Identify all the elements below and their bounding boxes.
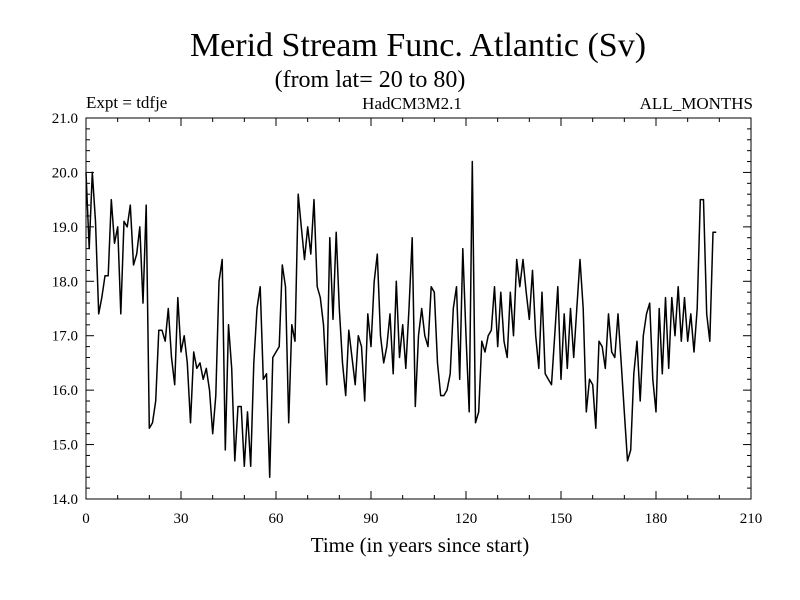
x-tick-label: 0 bbox=[82, 511, 90, 527]
plot-frame bbox=[85, 117, 752, 500]
x-tick-label: 120 bbox=[455, 511, 478, 527]
y-tick-label: 15.0 bbox=[52, 438, 78, 454]
y-tick-label: 18.0 bbox=[52, 274, 78, 290]
y-tick-label: 16.0 bbox=[52, 383, 78, 399]
model-label: HadCM3M2.1 bbox=[362, 94, 462, 113]
expt-label: Expt = tdfje bbox=[86, 93, 167, 112]
series-line bbox=[85, 160, 717, 478]
x-tick-label: 90 bbox=[364, 511, 379, 527]
x-tick-label: 30 bbox=[174, 511, 189, 527]
x-tick-label: 150 bbox=[550, 511, 573, 527]
y-tick-label: 14.0 bbox=[52, 492, 78, 508]
x-tick-label: 60 bbox=[269, 511, 284, 527]
axis-ticks bbox=[85, 117, 752, 500]
x-tick-labels: 0 30 60 90 120 150 180 210 bbox=[82, 511, 762, 527]
chart-subtitle: (from lat= 20 to 80) bbox=[275, 67, 466, 93]
x-tick-label: 210 bbox=[740, 511, 763, 527]
y-tick-label: 17.0 bbox=[52, 329, 78, 345]
y-tick-label: 20.0 bbox=[52, 165, 78, 181]
series-group bbox=[85, 160, 717, 478]
x-tick-label: 180 bbox=[645, 511, 668, 527]
chart-title: Merid Stream Func. Atlantic (Sv) bbox=[190, 27, 646, 64]
period-label: ALL_MONTHS bbox=[640, 94, 753, 113]
x-axis-label: Time (in years since start) bbox=[311, 533, 530, 557]
y-tick-labels: 14.0 15.0 16.0 17.0 18.0 19.0 20.0 21.0 bbox=[52, 111, 78, 508]
y-tick-label: 21.0 bbox=[52, 111, 78, 127]
y-tick-label: 19.0 bbox=[52, 220, 78, 236]
